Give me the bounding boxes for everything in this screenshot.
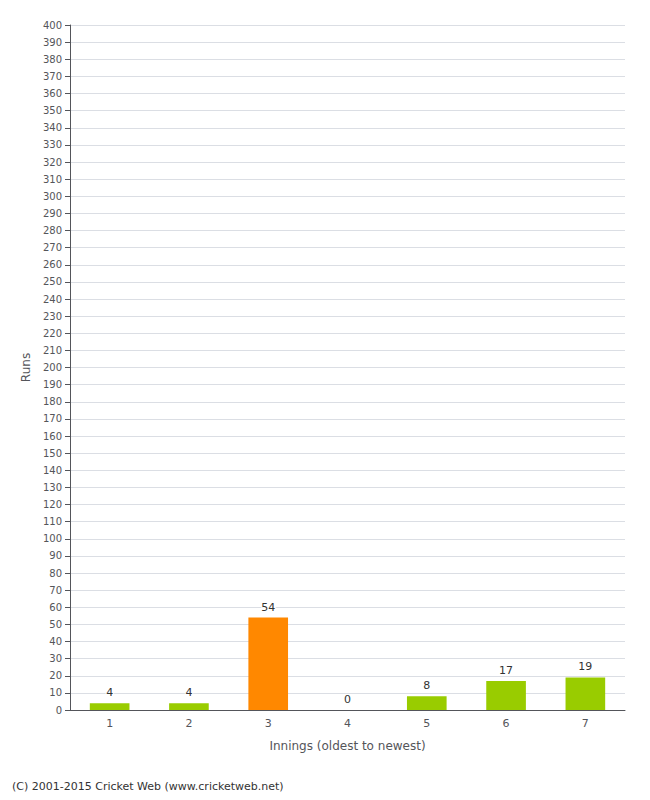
svg-text:110: 110 bbox=[43, 516, 62, 527]
svg-text:54: 54 bbox=[261, 601, 275, 614]
svg-text:4: 4 bbox=[106, 686, 113, 699]
svg-text:310: 310 bbox=[43, 174, 62, 185]
svg-text:140: 140 bbox=[43, 465, 62, 476]
svg-text:160: 160 bbox=[43, 431, 62, 442]
svg-text:7: 7 bbox=[582, 717, 589, 730]
svg-text:17: 17 bbox=[499, 664, 513, 677]
svg-text:150: 150 bbox=[43, 448, 62, 459]
svg-text:300: 300 bbox=[43, 191, 62, 202]
svg-text:(C) 2001-2015 Cricket Web (www: (C) 2001-2015 Cricket Web (www.cricketwe… bbox=[12, 780, 284, 793]
svg-text:330: 330 bbox=[43, 139, 62, 150]
svg-text:400: 400 bbox=[43, 20, 62, 31]
svg-text:70: 70 bbox=[49, 585, 62, 596]
svg-text:250: 250 bbox=[43, 276, 62, 287]
svg-text:Runs: Runs bbox=[19, 353, 33, 382]
svg-text:350: 350 bbox=[43, 105, 62, 116]
svg-text:2: 2 bbox=[185, 717, 192, 730]
svg-text:190: 190 bbox=[43, 379, 62, 390]
svg-text:260: 260 bbox=[43, 259, 62, 270]
svg-text:8: 8 bbox=[423, 679, 430, 692]
svg-text:40: 40 bbox=[49, 636, 62, 647]
svg-text:Innings (oldest to newest): Innings (oldest to newest) bbox=[269, 739, 425, 753]
svg-text:4: 4 bbox=[344, 717, 351, 730]
svg-text:180: 180 bbox=[43, 396, 62, 407]
svg-text:100: 100 bbox=[43, 533, 62, 544]
svg-text:30: 30 bbox=[49, 653, 62, 664]
svg-text:210: 210 bbox=[43, 345, 62, 356]
svg-text:130: 130 bbox=[43, 482, 62, 493]
svg-text:360: 360 bbox=[43, 88, 62, 99]
svg-text:280: 280 bbox=[43, 225, 62, 236]
svg-text:3: 3 bbox=[265, 717, 272, 730]
svg-text:170: 170 bbox=[43, 413, 62, 424]
svg-text:380: 380 bbox=[43, 54, 62, 65]
svg-text:10: 10 bbox=[49, 687, 62, 698]
svg-text:120: 120 bbox=[43, 499, 62, 510]
svg-text:19: 19 bbox=[578, 660, 592, 673]
svg-text:6: 6 bbox=[503, 717, 510, 730]
svg-text:4: 4 bbox=[185, 686, 192, 699]
svg-text:220: 220 bbox=[43, 328, 62, 339]
svg-text:0: 0 bbox=[56, 705, 62, 716]
svg-text:20: 20 bbox=[49, 670, 62, 681]
svg-text:5: 5 bbox=[423, 717, 430, 730]
svg-text:370: 370 bbox=[43, 71, 62, 82]
svg-text:290: 290 bbox=[43, 208, 62, 219]
svg-text:230: 230 bbox=[43, 311, 62, 322]
svg-text:390: 390 bbox=[43, 37, 62, 48]
svg-text:320: 320 bbox=[43, 157, 62, 168]
svg-text:60: 60 bbox=[49, 602, 62, 613]
svg-text:200: 200 bbox=[43, 362, 62, 373]
svg-text:90: 90 bbox=[49, 550, 62, 561]
svg-text:270: 270 bbox=[43, 242, 62, 253]
svg-text:240: 240 bbox=[43, 294, 62, 305]
svg-text:340: 340 bbox=[43, 122, 62, 133]
svg-text:50: 50 bbox=[49, 619, 62, 630]
svg-text:80: 80 bbox=[49, 568, 62, 579]
svg-text:1: 1 bbox=[106, 717, 113, 730]
svg-text:0: 0 bbox=[344, 693, 351, 706]
